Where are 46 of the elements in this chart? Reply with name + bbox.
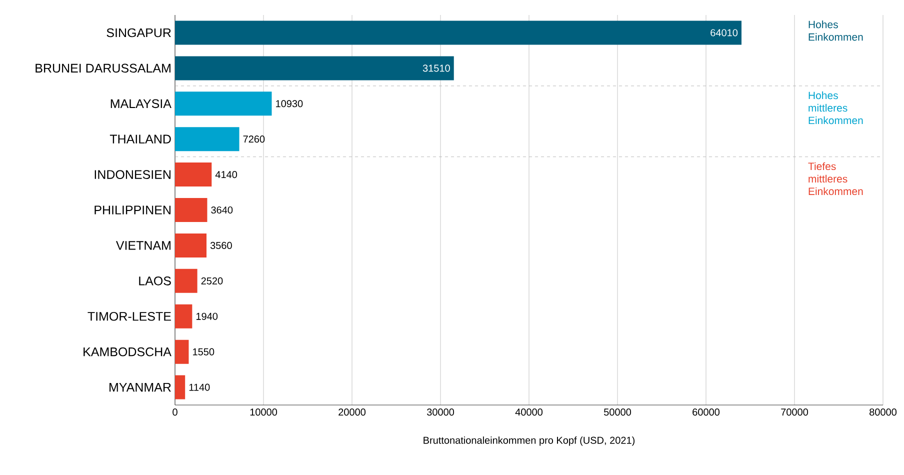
data-label: 1140: [189, 384, 210, 391]
x-tick-label: 50000: [604, 408, 632, 416]
y-tick-label: THAILAND: [110, 134, 171, 144]
y-tick-label: TIMOR-LESTE: [88, 312, 171, 321]
data-label: 3560: [210, 242, 232, 249]
x-tick-label: 60000: [692, 408, 720, 416]
bar: [175, 127, 240, 152]
data-label: 7260: [243, 136, 265, 143]
x-tick-label: 10000: [250, 408, 278, 416]
data-label: 10930: [276, 100, 303, 108]
y-tick-label: MYANMAR: [110, 382, 171, 392]
x-tick-label: 30000: [426, 408, 454, 416]
y-tick-label: PHILIPPINEN: [94, 206, 170, 214]
data-label: 1550: [193, 348, 214, 356]
y-tick-label: MALAYSIA: [110, 99, 172, 108]
x-tick-label: 80000: [870, 408, 897, 416]
x-axis-title: Bruttonationaleinkommen pro Kopf (USD, 2021): [424, 436, 635, 446]
bar: [175, 304, 192, 328]
annotation: Hohes mittleres Einkommen: [808, 91, 863, 124]
x-tick-label: 20000: [338, 408, 366, 416]
y-tick-label: VIETNAM: [116, 241, 170, 250]
bar: [175, 92, 272, 116]
bar: [175, 268, 198, 293]
y-tick-label: KAMBODSCHA: [84, 347, 172, 356]
y-tick-label: INDONESIEN: [94, 170, 170, 179]
annotation: Hohes Einkommen: [808, 20, 863, 41]
data-label: 31510: [422, 64, 450, 72]
bar: [175, 198, 208, 222]
y-tick-label: BRUNEI DARUSSALAM: [36, 64, 170, 73]
annotation: Tiefes mittleres Einkommen: [808, 162, 863, 196]
x-tick-label: 40000: [515, 408, 543, 416]
x-tick-label: 0: [172, 408, 178, 416]
bar: [175, 56, 454, 80]
x-tick-label: 70000: [781, 408, 808, 416]
bar: [175, 233, 207, 258]
data-label: 64010: [710, 29, 738, 36]
bar: [175, 162, 212, 187]
data-label: 2520: [201, 277, 223, 284]
bar: [175, 20, 742, 45]
bar: [175, 375, 186, 400]
bar: [175, 340, 189, 364]
y-tick-label: SINGAPUR: [106, 28, 171, 38]
data-label: 4140: [215, 171, 238, 178]
y-tick-label: LAOS: [139, 276, 171, 286]
data-label: 3640: [211, 206, 233, 214]
data-label: 1940: [196, 312, 218, 320]
